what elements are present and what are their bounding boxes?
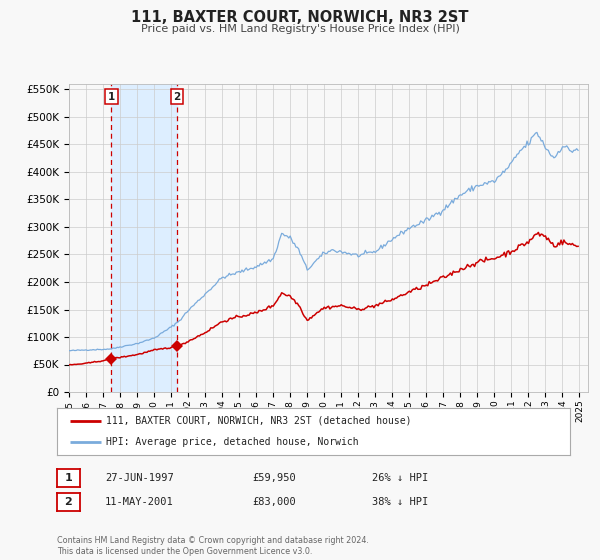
Text: 26% ↓ HPI: 26% ↓ HPI bbox=[372, 473, 428, 483]
Text: 38% ↓ HPI: 38% ↓ HPI bbox=[372, 497, 428, 507]
Text: 111, BAXTER COURT, NORWICH, NR3 2ST: 111, BAXTER COURT, NORWICH, NR3 2ST bbox=[131, 10, 469, 25]
Text: Contains HM Land Registry data © Crown copyright and database right 2024.: Contains HM Land Registry data © Crown c… bbox=[57, 536, 369, 545]
Text: 111, BAXTER COURT, NORWICH, NR3 2ST (detached house): 111, BAXTER COURT, NORWICH, NR3 2ST (det… bbox=[106, 416, 411, 426]
Text: 1: 1 bbox=[107, 92, 115, 102]
Text: 2: 2 bbox=[65, 497, 72, 507]
Text: HPI: Average price, detached house, Norwich: HPI: Average price, detached house, Norw… bbox=[106, 437, 358, 447]
Text: 2: 2 bbox=[173, 92, 181, 102]
Text: This data is licensed under the Open Government Licence v3.0.: This data is licensed under the Open Gov… bbox=[57, 547, 313, 556]
Text: £83,000: £83,000 bbox=[252, 497, 296, 507]
Bar bbox=[112, 84, 177, 392]
Text: £59,950: £59,950 bbox=[252, 473, 296, 483]
Text: 11-MAY-2001: 11-MAY-2001 bbox=[105, 497, 174, 507]
Text: 27-JUN-1997: 27-JUN-1997 bbox=[105, 473, 174, 483]
Text: 1: 1 bbox=[65, 473, 72, 483]
Text: Price paid vs. HM Land Registry's House Price Index (HPI): Price paid vs. HM Land Registry's House … bbox=[140, 24, 460, 34]
